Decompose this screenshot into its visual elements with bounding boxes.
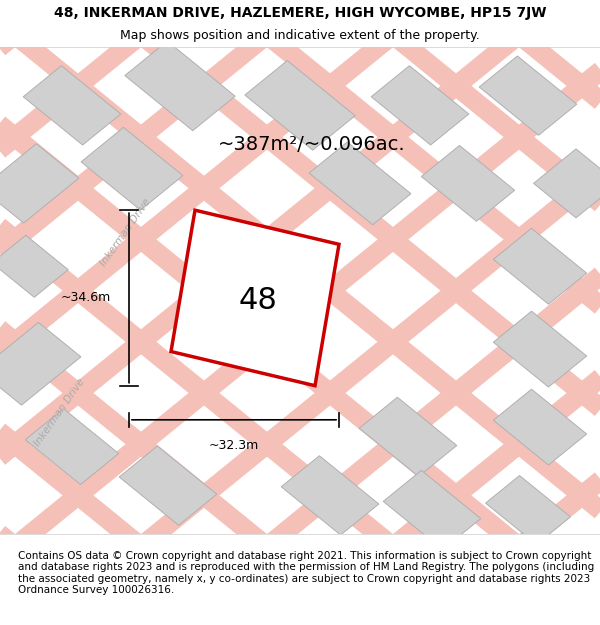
Text: ~34.6m: ~34.6m bbox=[61, 291, 111, 304]
Polygon shape bbox=[281, 456, 379, 535]
Polygon shape bbox=[493, 228, 587, 304]
Polygon shape bbox=[421, 146, 515, 221]
Polygon shape bbox=[0, 322, 81, 405]
Polygon shape bbox=[309, 142, 411, 225]
Text: ~32.3m: ~32.3m bbox=[209, 439, 259, 452]
Text: ~387m²/~0.096ac.: ~387m²/~0.096ac. bbox=[218, 135, 406, 154]
Polygon shape bbox=[119, 446, 217, 525]
Text: Map shows position and indicative extent of the property.: Map shows position and indicative extent… bbox=[120, 29, 480, 42]
Polygon shape bbox=[23, 66, 121, 145]
Polygon shape bbox=[125, 41, 235, 131]
Polygon shape bbox=[171, 210, 339, 386]
Polygon shape bbox=[383, 471, 481, 549]
Polygon shape bbox=[493, 311, 587, 387]
Polygon shape bbox=[371, 66, 469, 145]
Text: Inkerman Drive: Inkerman Drive bbox=[33, 377, 87, 448]
Polygon shape bbox=[359, 398, 457, 476]
Polygon shape bbox=[245, 61, 355, 150]
Polygon shape bbox=[0, 235, 68, 298]
Text: 48, INKERMAN DRIVE, HAZLEMERE, HIGH WYCOMBE, HP15 7JW: 48, INKERMAN DRIVE, HAZLEMERE, HIGH WYCO… bbox=[54, 6, 546, 20]
Polygon shape bbox=[0, 144, 79, 223]
Polygon shape bbox=[493, 389, 587, 465]
Text: 48: 48 bbox=[239, 286, 277, 315]
Text: Inkerman Drive: Inkerman Drive bbox=[99, 196, 153, 268]
Polygon shape bbox=[479, 56, 577, 135]
Polygon shape bbox=[533, 149, 600, 218]
Text: Contains OS data © Crown copyright and database right 2021. This information is : Contains OS data © Crown copyright and d… bbox=[18, 551, 594, 596]
Polygon shape bbox=[25, 409, 119, 484]
Polygon shape bbox=[485, 476, 571, 544]
Polygon shape bbox=[81, 127, 183, 210]
